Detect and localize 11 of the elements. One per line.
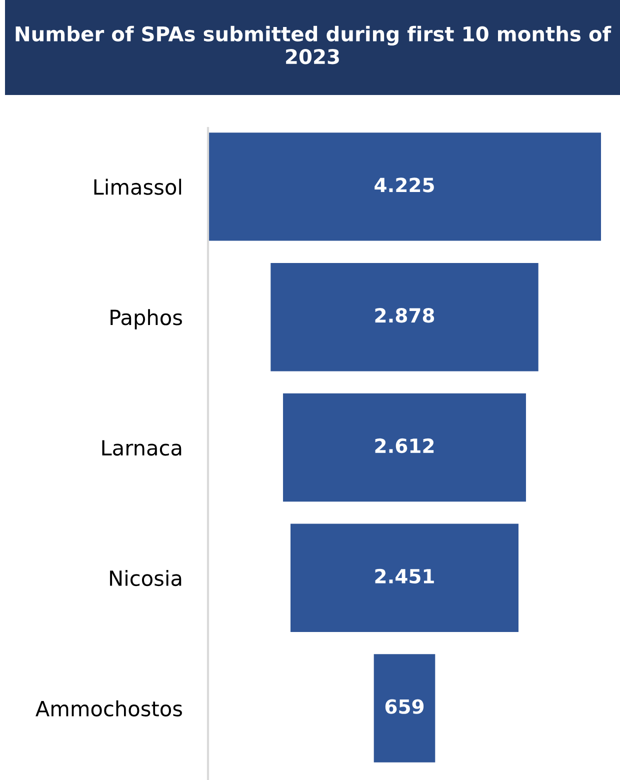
category-label: Ammochostos [36, 700, 182, 716]
category-label: Nicosia [110, 570, 182, 586]
data-label: 2.878 [375, 308, 434, 323]
data-label: 4.225 [374, 178, 434, 192]
data-label: 659 [385, 699, 424, 714]
data-label: 2.612 [375, 438, 434, 454]
text: Number of SPAs submitted during first 10 months of 2023 [16, 26, 612, 64]
category-label: Paphos [110, 309, 182, 330]
data-label: 2.451 [375, 568, 434, 584]
category-label: Larnaca [102, 440, 182, 456]
category-label: Limassol [94, 178, 182, 195]
